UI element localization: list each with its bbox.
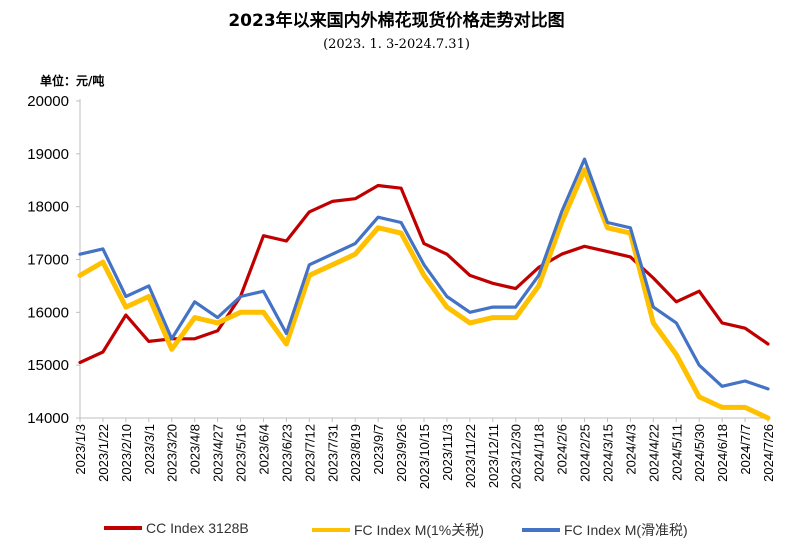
x-tick-label: 2023/3/20 (165, 424, 180, 482)
legend-item: FC Index M(滑准税) (522, 520, 688, 540)
y-tick-label: 18000 (27, 199, 69, 216)
unit-label: 单位：元/吨 (40, 74, 105, 88)
y-tick-label: 20000 (27, 93, 69, 110)
chart-subtitle: (2023. 1. 3-2024.7.31) (323, 37, 470, 52)
x-tick-label: 2023/6/4 (256, 424, 271, 475)
x-tick-label: 2023/1/3 (73, 424, 88, 475)
x-tick-label: 2024/3/15 (600, 424, 615, 482)
legend-item: FC Index M(1%关税) (312, 520, 484, 540)
x-tick-label: 2023/9/7 (371, 424, 386, 475)
x-tick-label: 2023/5/16 (234, 424, 249, 482)
x-tick-label: 2023/8/19 (348, 424, 363, 482)
y-tick-label: 17000 (27, 252, 69, 269)
x-tick-label: 2024/7/26 (761, 424, 776, 482)
x-tick-label: 2023/12/11 (486, 424, 501, 488)
x-tick-label: 2023/7/12 (302, 424, 317, 482)
x-tick-label: 2024/4/22 (646, 424, 661, 482)
x-tick-label: 2024/2/25 (578, 424, 593, 482)
legend-label: CC Index 3128B (146, 520, 249, 536)
legend-swatch (522, 528, 560, 532)
x-tick-label: 2023/6/23 (279, 424, 294, 482)
series-2 (78, 157, 770, 391)
y-tick-label: 14000 (27, 410, 69, 427)
x-tick-label: 2023/3/1 (142, 424, 157, 475)
x-tick-label: 2023/7/31 (325, 424, 340, 482)
x-tick-label: 2023/2/10 (119, 424, 134, 482)
x-tick-label: 2024/2/6 (555, 424, 570, 475)
x-tick-label: 2024/5/11 (669, 424, 684, 481)
legend-label: FC Index M(1%关税) (354, 522, 484, 538)
x-tick-label: 2024/4/3 (623, 424, 638, 475)
x-tick-label: 2023/4/8 (188, 424, 203, 475)
series-line (77, 167, 771, 421)
x-tick-label: 2024/1/18 (532, 424, 547, 482)
y-tick-label: 19000 (27, 146, 69, 163)
y-tick-label: 16000 (27, 304, 69, 321)
x-tick-label: 2024/6/18 (715, 424, 730, 482)
series-1 (77, 167, 771, 421)
series-layer (77, 157, 771, 421)
legend-label: FC Index M(滑准税) (564, 522, 688, 538)
chart-title: 2023年以来国内外棉花现货价格走势对比图 (228, 11, 565, 31)
y-tick-label: 15000 (27, 357, 69, 374)
x-tick-label: 2023/9/26 (394, 424, 409, 482)
x-tick-label: 2024/7/7 (738, 424, 753, 475)
x-tick-label: 2023/11/3 (440, 424, 455, 481)
legend: CC Index 3128B FC Index M(1%关税) FC Index M… (0, 520, 793, 544)
x-tick-label: 2024/5/30 (692, 424, 707, 482)
x-tick-label: 2023/10/15 (417, 424, 432, 489)
axes: 20000 19000 18000 17000 16000 15000 14000 2023/… (27, 93, 776, 489)
series-0 (78, 183, 770, 365)
x-tick-label: 2023/1/22 (96, 424, 111, 482)
x-tick-label: 2023/11/22 (463, 424, 478, 488)
legend-item: CC Index 3128B (104, 520, 249, 536)
x-tick-label: 2023/12/30 (509, 424, 524, 489)
legend-swatch (312, 528, 350, 532)
x-tick-label: 2023/4/27 (211, 424, 226, 482)
line-chart: 20000 19000 18000 17000 16000 15000 14000 2023/… (27, 93, 776, 489)
legend-swatch (104, 526, 142, 530)
